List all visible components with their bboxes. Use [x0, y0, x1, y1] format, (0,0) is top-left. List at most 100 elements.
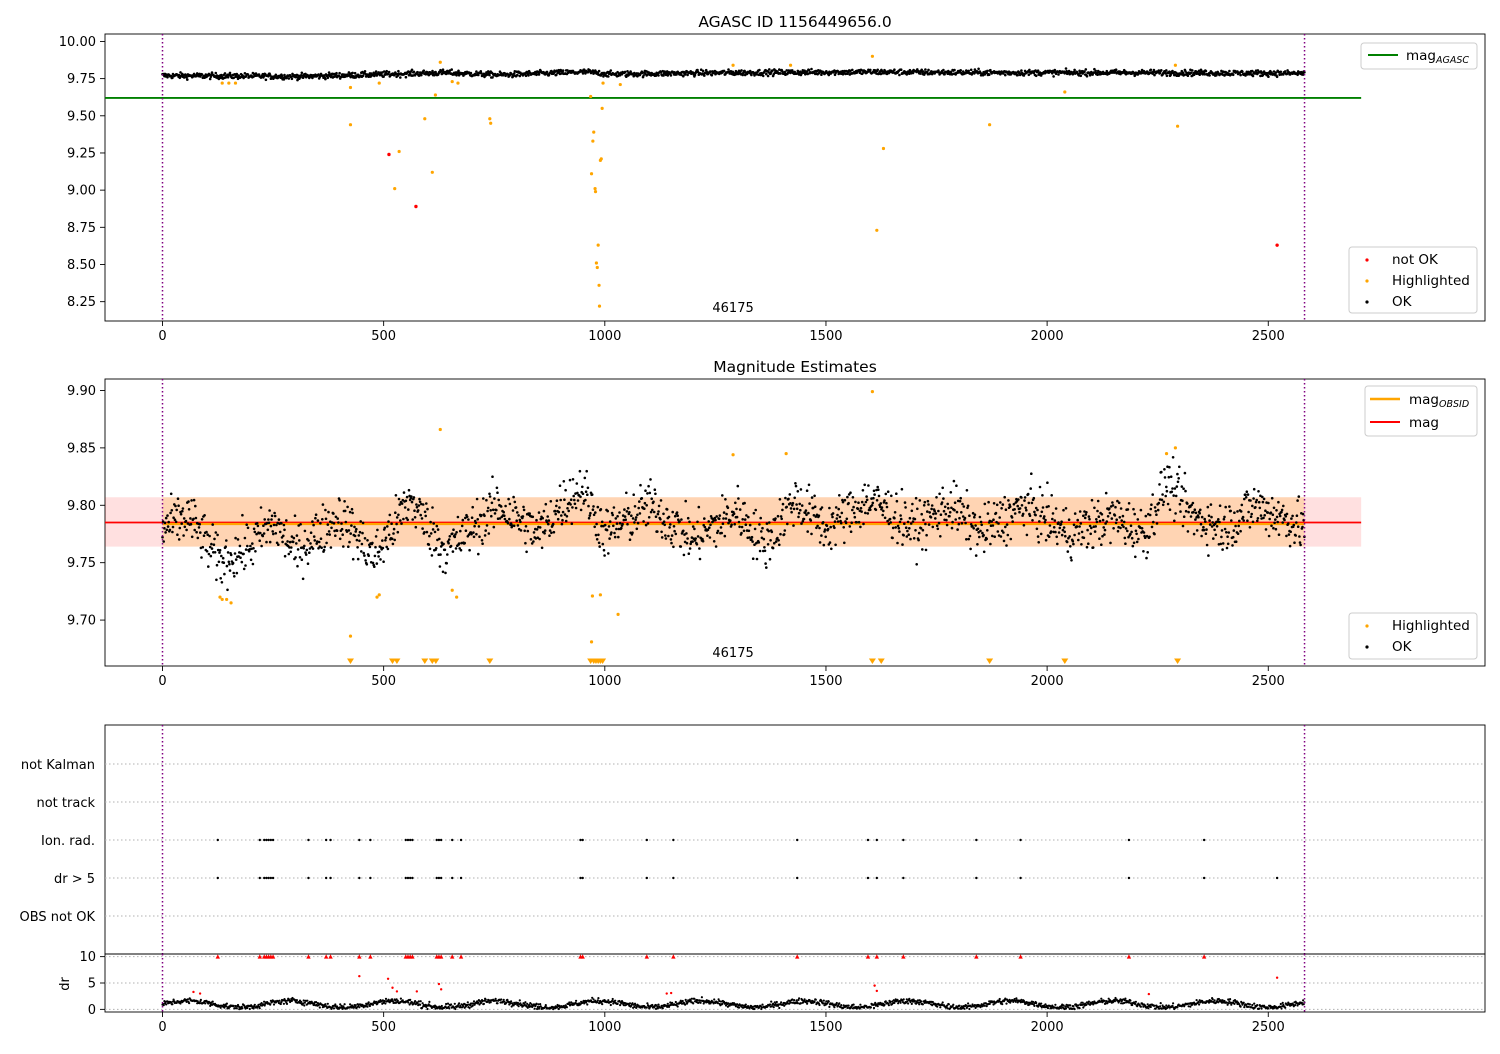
dr-point	[776, 1001, 778, 1003]
ok-point	[1021, 504, 1024, 507]
ok-point	[878, 495, 881, 498]
ok-point	[591, 493, 594, 496]
ok-point	[581, 486, 584, 489]
ok-point	[234, 552, 237, 555]
ok-point	[486, 524, 489, 527]
ok-point	[532, 540, 535, 543]
dr-gt-5-flag-point	[796, 877, 798, 879]
ok-point	[956, 511, 959, 514]
x-tick-label: 500	[371, 674, 396, 689]
dr-point	[535, 1003, 537, 1005]
ok-point	[606, 529, 609, 532]
ok-point	[750, 74, 753, 77]
ok-point	[980, 521, 983, 524]
ok-point	[211, 71, 214, 74]
dr-gt-5-flag-point	[272, 877, 274, 879]
ok-point	[1038, 520, 1041, 523]
ok-point	[1088, 515, 1091, 518]
ok-point	[663, 524, 666, 527]
ok-point	[1129, 533, 1132, 536]
ok-point	[1293, 524, 1296, 527]
ok-point	[632, 493, 635, 496]
ok-point	[391, 538, 394, 541]
ok-point	[995, 512, 998, 515]
ok-point	[1002, 503, 1005, 506]
ok-point	[1143, 531, 1146, 534]
dr-point	[780, 1001, 782, 1003]
ok-point	[546, 515, 549, 518]
ok-point	[1231, 544, 1234, 547]
ok-point	[533, 531, 536, 534]
ok-point	[270, 525, 273, 528]
ok-point	[272, 533, 275, 536]
ok-point	[314, 539, 317, 542]
ok-point	[1122, 515, 1125, 518]
ok-point	[372, 562, 375, 565]
ok-point	[945, 519, 948, 522]
ok-point	[393, 539, 396, 542]
ok-point	[271, 530, 274, 533]
ok-point	[431, 506, 434, 509]
ok-point	[482, 497, 485, 500]
dr-point	[500, 998, 502, 1000]
ok-point	[346, 506, 349, 509]
x-tick-label: 0	[158, 674, 166, 689]
ok-point	[900, 518, 903, 521]
ok-point	[801, 504, 804, 507]
ok-point	[1261, 496, 1264, 499]
ok-point	[326, 533, 329, 536]
ok-point	[177, 504, 180, 507]
ok-point	[977, 68, 980, 71]
ion-rad-flag-point	[411, 839, 413, 841]
ok-point	[1052, 75, 1055, 78]
ok-point	[1229, 510, 1232, 513]
ok-point	[862, 489, 865, 492]
ok-point	[257, 525, 260, 528]
ok-point	[545, 503, 548, 506]
ok-point	[214, 551, 217, 554]
ok-point	[167, 521, 170, 524]
ok-point	[934, 517, 937, 520]
ok-point	[649, 492, 652, 495]
ok-point	[288, 77, 291, 80]
ok-point	[893, 517, 896, 520]
ok-point	[866, 499, 869, 502]
ok-point	[943, 510, 946, 513]
ok-point	[608, 537, 611, 540]
ok-point	[1273, 522, 1276, 525]
panel-estimates-annotation: 46175	[712, 646, 753, 661]
ok-point	[670, 538, 673, 541]
dr-point	[617, 1003, 619, 1005]
ok-point	[644, 489, 647, 492]
ok-point	[1170, 475, 1173, 478]
ok-point	[215, 579, 218, 582]
dr-point	[344, 1003, 346, 1005]
ok-point	[1239, 530, 1242, 533]
ok-point	[294, 514, 297, 517]
ok-point	[882, 510, 885, 513]
ok-point	[1086, 75, 1089, 78]
ok-point	[229, 569, 232, 572]
ok-point	[674, 515, 677, 518]
ok-point	[230, 554, 233, 557]
ok-point	[1191, 69, 1194, 72]
ion-rad-flag-point	[267, 839, 269, 841]
highlighted-point	[593, 187, 596, 190]
ok-point	[1024, 496, 1027, 499]
ok-point	[733, 523, 736, 526]
legend-marker-ok	[1365, 300, 1368, 303]
dr-point	[597, 997, 599, 999]
ok-point	[1132, 508, 1135, 511]
ok-point	[1230, 519, 1233, 522]
ok-point	[577, 499, 580, 502]
ok-point	[680, 545, 683, 548]
ok-point	[275, 532, 278, 535]
ok-point	[1055, 536, 1058, 539]
ok-point	[294, 556, 297, 559]
ok-point	[1276, 521, 1279, 524]
ok-point	[752, 557, 755, 560]
dr-point	[738, 1007, 740, 1009]
ok-point	[1271, 497, 1274, 500]
ok-point	[925, 534, 928, 537]
ok-point	[549, 529, 552, 532]
